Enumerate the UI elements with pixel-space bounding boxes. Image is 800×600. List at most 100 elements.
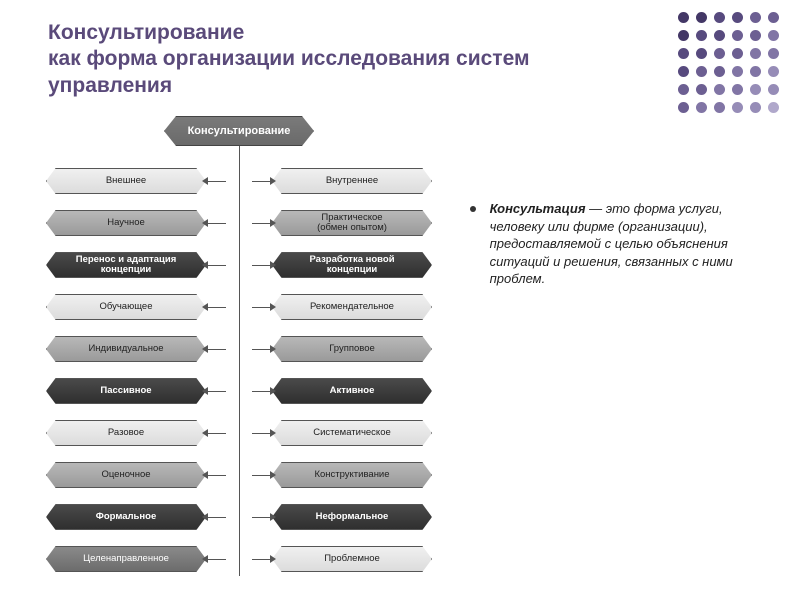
root-node: Консультирование [164, 116, 314, 146]
dot-icon [696, 66, 707, 77]
title-line-3: управления [48, 73, 608, 99]
dot-icon [750, 12, 761, 23]
definition-term: Консультация [490, 201, 586, 216]
connector-line [252, 517, 272, 518]
dot-icon [750, 102, 761, 113]
pair-row: Пассивное Активное [44, 378, 434, 410]
dot-icon [732, 30, 743, 41]
arrowhead-icon [202, 261, 208, 269]
dot-icon [768, 48, 779, 59]
dot-icon [768, 102, 779, 113]
connector-line [206, 307, 226, 308]
arrowhead-icon [202, 177, 208, 185]
consulting-classification-diagram: Консультирование Внешнее Внутреннее Научно… [44, 116, 434, 586]
left-node: Формальное [46, 504, 206, 530]
dot-icon [750, 30, 761, 41]
left-node: Научное [46, 210, 206, 236]
dot-icon [714, 102, 725, 113]
dot-icon [732, 48, 743, 59]
right-node: Групповое [272, 336, 432, 362]
connector-line [252, 265, 272, 266]
connector-line [252, 349, 272, 350]
arrowhead-icon [270, 345, 276, 353]
connector-line [206, 181, 226, 182]
bullet-icon [470, 206, 476, 212]
arrowhead-icon [270, 177, 276, 185]
dot-icon [696, 12, 707, 23]
left-node: Пассивное [46, 378, 206, 404]
dot-icon [768, 84, 779, 95]
left-node: Перенос и адаптация концепции [46, 252, 206, 278]
dot-icon [714, 12, 725, 23]
arrowhead-icon [202, 471, 208, 479]
dot-icon [678, 12, 689, 23]
dot-icon [750, 48, 761, 59]
pair-row: Обучающее Рекомендательное [44, 294, 434, 326]
pair-row: Оценочное Конструктивание [44, 462, 434, 494]
arrowhead-icon [270, 555, 276, 563]
right-node: Систематическое [272, 420, 432, 446]
pair-row: НаучноеПрактическое (обмен опытом) [44, 210, 434, 242]
dot-icon [714, 66, 725, 77]
arrowhead-icon [202, 303, 208, 311]
arrowhead-icon [202, 219, 208, 227]
dot-icon [714, 48, 725, 59]
dot-icon [732, 12, 743, 23]
right-node: Проблемное [272, 546, 432, 572]
connector-line [206, 349, 226, 350]
connector-line [252, 223, 272, 224]
connector-line [252, 475, 272, 476]
page-title: Консультирование как форма организации и… [48, 20, 608, 99]
dot-icon [678, 102, 689, 113]
connector-line [252, 181, 272, 182]
pair-row: Перенос и адаптация концепцииРазработка … [44, 252, 434, 284]
arrowhead-icon [202, 513, 208, 521]
dot-icon [732, 84, 743, 95]
arrowhead-icon [270, 513, 276, 521]
dot-icon [768, 30, 779, 41]
arrowhead-icon [270, 387, 276, 395]
dot-icon [696, 84, 707, 95]
right-node: Внутреннее [272, 168, 432, 194]
right-node: Активное [272, 378, 432, 404]
definition-text: Консультация — это форма услуги, человек… [490, 200, 760, 288]
dot-icon [732, 102, 743, 113]
dot-icon [678, 66, 689, 77]
left-node: Оценочное [46, 462, 206, 488]
title-line-2: как форма организации исследования систе… [48, 46, 608, 72]
connector-line [206, 433, 226, 434]
definition-block: Консультация — это форма услуги, человек… [470, 200, 770, 288]
pair-row: Внешнее Внутреннее [44, 168, 434, 200]
dot-icon [750, 66, 761, 77]
title-line-1: Консультирование [48, 20, 608, 46]
connector-line [206, 223, 226, 224]
left-node: Разовое [46, 420, 206, 446]
left-node: Внешнее [46, 168, 206, 194]
right-node: Рекомендательное [272, 294, 432, 320]
dot-icon [678, 30, 689, 41]
connector-line [252, 433, 272, 434]
dot-icon [678, 84, 689, 95]
arrowhead-icon [270, 219, 276, 227]
arrowhead-icon [202, 387, 208, 395]
dot-icon [732, 66, 743, 77]
connector-line [252, 307, 272, 308]
left-node: Целенаправленное [46, 546, 206, 572]
right-node: Конструктивание [272, 462, 432, 488]
dot-icon [714, 30, 725, 41]
arrowhead-icon [270, 303, 276, 311]
left-node: Обучающее [46, 294, 206, 320]
dot-icon [768, 66, 779, 77]
dot-icon [750, 84, 761, 95]
arrowhead-icon [270, 261, 276, 269]
connector-line [206, 475, 226, 476]
pair-row: ФормальноеНеформальное [44, 504, 434, 536]
dot-icon [714, 84, 725, 95]
left-node: Индивидуальное [46, 336, 206, 362]
decorative-dot-grid [678, 12, 782, 116]
connector-line [206, 517, 226, 518]
arrowhead-icon [202, 429, 208, 437]
arrowhead-icon [270, 429, 276, 437]
arrowhead-icon [270, 471, 276, 479]
connector-line [206, 265, 226, 266]
